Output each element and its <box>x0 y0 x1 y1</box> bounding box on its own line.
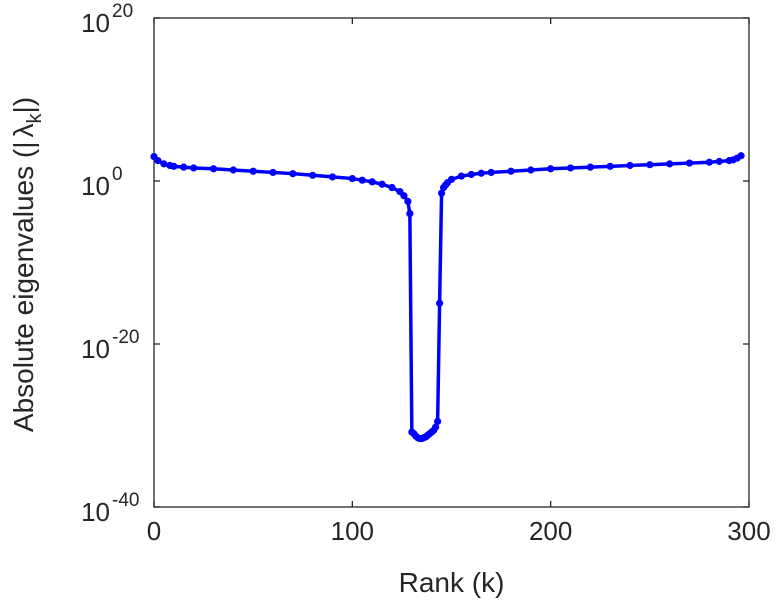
data-point <box>358 176 366 184</box>
data-point <box>507 167 515 175</box>
axis-labels: Rank (k) Absolute eigenvalues (|λk|) <box>8 97 504 598</box>
y-tick-label: 10 <box>81 8 110 38</box>
data-point <box>154 157 162 165</box>
data-point <box>406 210 414 218</box>
data-point <box>705 158 713 166</box>
data-point <box>328 173 337 181</box>
x-axis-title: Rank (k) <box>399 567 505 598</box>
y-tick-exponent: -20 <box>112 327 139 348</box>
data-point <box>368 178 376 186</box>
data-point <box>715 157 723 166</box>
data-point <box>586 163 594 171</box>
data-point <box>487 168 495 177</box>
y-tick-label: 10 <box>81 171 110 201</box>
data-point <box>432 423 440 431</box>
data-point <box>400 192 408 200</box>
data-point <box>477 169 485 177</box>
y-tick-exponent: 0 <box>112 164 123 185</box>
x-tick-label: 200 <box>529 516 572 546</box>
data-point <box>160 160 168 168</box>
data-point <box>547 165 555 173</box>
data-point <box>404 197 412 205</box>
data-point <box>447 175 456 183</box>
data-point <box>527 166 535 174</box>
data-point <box>434 417 442 426</box>
data-point <box>685 159 694 167</box>
series-line <box>152 154 742 441</box>
data-point <box>378 180 386 188</box>
data-point <box>309 171 317 179</box>
y-tick-exponent: 20 <box>112 1 133 22</box>
plot-frame <box>153 17 750 508</box>
data-point <box>170 162 178 170</box>
data-point <box>209 165 218 173</box>
y-tick-label: 10 <box>81 334 110 364</box>
series-layer <box>150 152 745 443</box>
data-point <box>229 166 237 174</box>
y-axis-title: Absolute eigenvalues (|λk|) <box>8 97 46 432</box>
data-point <box>626 161 634 170</box>
data-point <box>646 161 654 169</box>
data-point <box>249 167 257 175</box>
data-point <box>436 299 444 307</box>
data-point <box>180 163 188 171</box>
data-point <box>457 172 466 180</box>
data-point <box>190 164 198 172</box>
x-tick-label: 100 <box>331 516 374 546</box>
data-point <box>566 164 575 172</box>
y-tick-exponent: -40 <box>112 490 139 511</box>
data-point <box>289 170 297 178</box>
y-tick-label: 10 <box>81 497 110 527</box>
data-point <box>437 189 446 197</box>
x-tick-label: 300 <box>727 516 770 546</box>
x-tick-label: 0 <box>147 516 161 546</box>
data-point <box>467 170 475 179</box>
data-point <box>348 174 356 183</box>
data-point <box>269 168 277 177</box>
data-point <box>737 152 745 160</box>
data-point <box>388 183 396 192</box>
data-point <box>606 162 614 170</box>
data-point <box>666 160 674 168</box>
